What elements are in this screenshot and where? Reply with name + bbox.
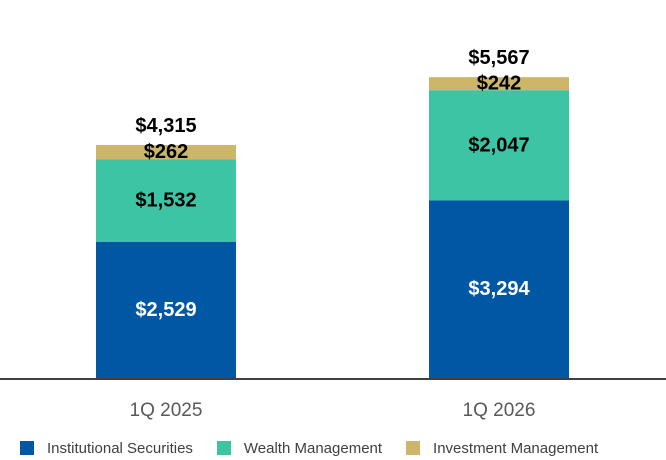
legend-item-investment-management: Investment Management (406, 440, 598, 457)
legend-swatch-investment-management (406, 441, 421, 455)
legend: Institutional Securities Wealth Manageme… (20, 438, 622, 458)
total-label-1q-2025: $4,315 (135, 115, 196, 137)
data-label-wealth-management-1q-2026: $2,047 (468, 134, 529, 156)
bar-investment-management-1q-2026 (429, 77, 569, 91)
data-label-wealth-management-1q-2025: $1,532 (135, 189, 196, 211)
legend-swatch-wealth-management (216, 441, 231, 455)
category-labels: 1Q 2025 1Q 2026 (130, 400, 536, 421)
legend-label-wealth-management: Wealth Management (243, 439, 383, 457)
bar-institutional-securities-1q-2025 (96, 241, 236, 378)
legend-label-institutional-securities: Institutional Securities (47, 439, 193, 457)
legend-item-institutional-securities: Institutional Securities (20, 440, 193, 457)
category-label-1q-2026: 1Q 2026 (463, 400, 536, 421)
bar-wealth-management-1q-2025 (96, 159, 236, 242)
data-label-investment-management-1q-2026: $242 (477, 73, 522, 95)
total-label-1q-2026: $5,567 (468, 47, 529, 69)
stacked-bar-chart: $2,529 $1,532 $262 $4,315 $3,294 $2,047 $242 $5… (0, 47, 666, 421)
legend-label-investment-management: Investment Management (433, 439, 599, 457)
category-label-1q-2025: 1Q 2025 (130, 400, 203, 421)
legend-item-wealth-management: Wealth Management (216, 439, 383, 457)
data-label-investment-management-1q-2025: $262 (144, 141, 189, 163)
bar-investment-management-1q-2025 (96, 145, 236, 160)
bar-wealth-management-1q-2026 (429, 90, 569, 201)
bars-group: $2,529 $1,532 $262 $4,315 $3,294 $2,047 $242 $5… (96, 47, 569, 378)
data-label-institutional-securities-1q-2025: $2,529 (135, 299, 196, 321)
legend-swatch-institutional-securities (20, 441, 34, 455)
data-label-institutional-securities-1q-2026: $3,294 (468, 278, 530, 300)
bar-institutional-securities-1q-2026 (429, 200, 569, 378)
